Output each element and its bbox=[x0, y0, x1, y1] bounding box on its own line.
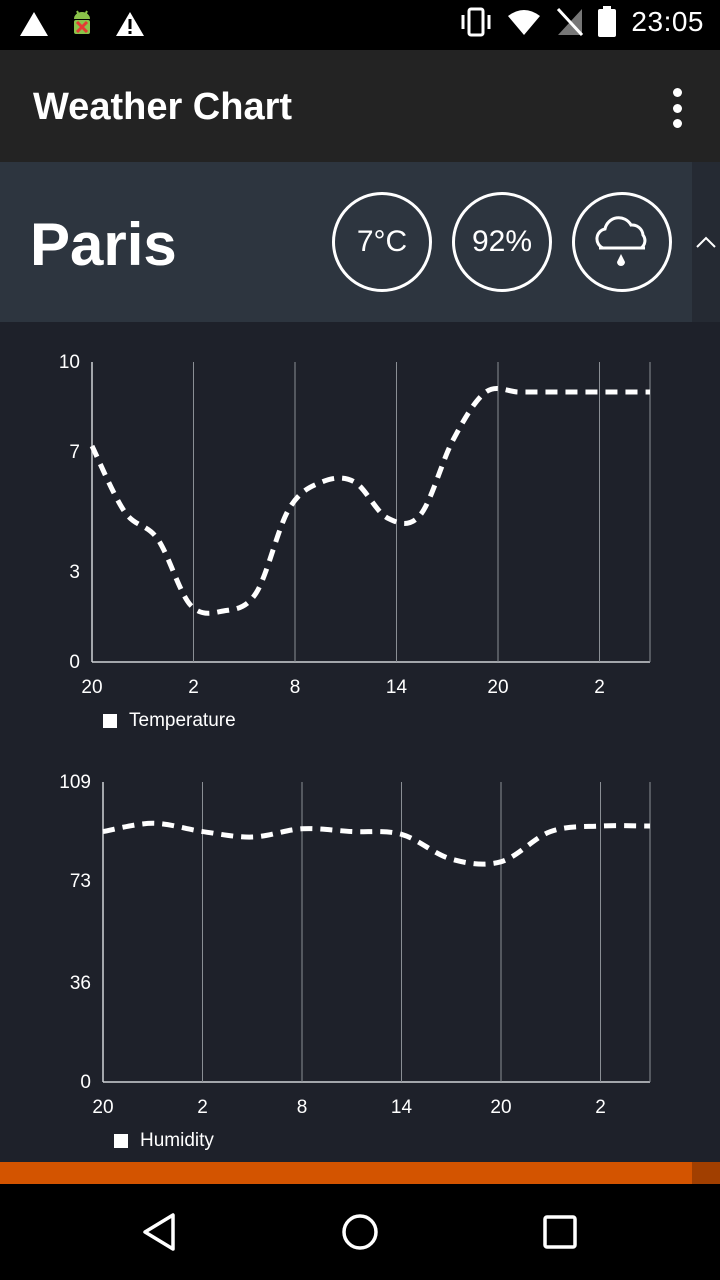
x-tick-label: 14 bbox=[386, 677, 408, 698]
x-tick-label: 8 bbox=[290, 677, 301, 698]
series-line bbox=[102, 820, 651, 867]
x-tick-label: 20 bbox=[490, 1097, 511, 1118]
city-name: Paris bbox=[30, 211, 177, 278]
legend-swatch bbox=[114, 1134, 128, 1148]
y-tick-label: 3 bbox=[69, 562, 80, 583]
progress-bar bbox=[0, 1162, 692, 1184]
condition-badge bbox=[572, 192, 672, 292]
no-sim-icon bbox=[557, 7, 584, 37]
vibrate-icon bbox=[461, 7, 491, 37]
y-tick-label: 109 bbox=[59, 772, 91, 793]
home-icon[interactable] bbox=[340, 1212, 380, 1252]
progress-bar-end bbox=[692, 1162, 720, 1184]
android-debug-icon bbox=[74, 10, 90, 34]
alert-icon bbox=[116, 12, 144, 36]
app-bar: Weather Chart bbox=[0, 50, 720, 162]
navigation-bar bbox=[0, 1184, 720, 1280]
x-tick-label: 14 bbox=[391, 1097, 413, 1118]
y-tick-label: 73 bbox=[70, 871, 91, 892]
y-tick-label: 36 bbox=[70, 973, 91, 994]
y-tick-label: 0 bbox=[80, 1072, 91, 1093]
x-tick-label: 20 bbox=[81, 677, 102, 698]
temperature-chart: 20 2 8 14 20 2 0 3 7 10 Temperature bbox=[0, 330, 720, 750]
status-bar: 23:05 bbox=[0, 0, 720, 50]
x-tick-label: 2 bbox=[188, 677, 199, 698]
rain-cloud-icon bbox=[595, 216, 647, 266]
temperature-legend: Temperature bbox=[103, 710, 236, 732]
x-tick-label: 20 bbox=[487, 677, 508, 698]
x-tick-label: 8 bbox=[297, 1097, 308, 1118]
battery-icon bbox=[598, 6, 617, 37]
x-tick-label: 2 bbox=[594, 677, 605, 698]
app-title: Weather Chart bbox=[33, 86, 293, 128]
recents-icon[interactable] bbox=[540, 1212, 580, 1252]
collapse-toggle[interactable] bbox=[692, 162, 720, 322]
x-tick-label: 2 bbox=[197, 1097, 208, 1118]
legend-swatch bbox=[103, 714, 117, 728]
chevron-up-icon bbox=[696, 236, 716, 248]
x-tick-label: 2 bbox=[595, 1097, 606, 1118]
y-tick-label: 7 bbox=[69, 442, 80, 463]
humidity-chart: 20 2 8 14 20 2 0 36 73 109 Humidity bbox=[0, 750, 720, 1170]
back-icon[interactable] bbox=[140, 1212, 180, 1252]
legend-label: Humidity bbox=[140, 1130, 214, 1151]
warning-triangle-icon bbox=[20, 12, 48, 36]
x-tick-label: 20 bbox=[92, 1097, 113, 1118]
temperature-badge: 7°C bbox=[332, 192, 432, 292]
overflow-menu-icon[interactable] bbox=[662, 88, 692, 128]
humidity-badge: 92% bbox=[452, 192, 552, 292]
wifi-icon bbox=[508, 10, 541, 35]
y-tick-label: 0 bbox=[69, 652, 80, 673]
status-time: 23:05 bbox=[631, 6, 704, 37]
series-line bbox=[89, 385, 650, 616]
humidity-legend: Humidity bbox=[114, 1130, 214, 1152]
y-tick-label: 10 bbox=[59, 352, 80, 373]
legend-label: Temperature bbox=[129, 710, 236, 731]
weather-summary: Paris 7°C 92% bbox=[0, 162, 692, 322]
